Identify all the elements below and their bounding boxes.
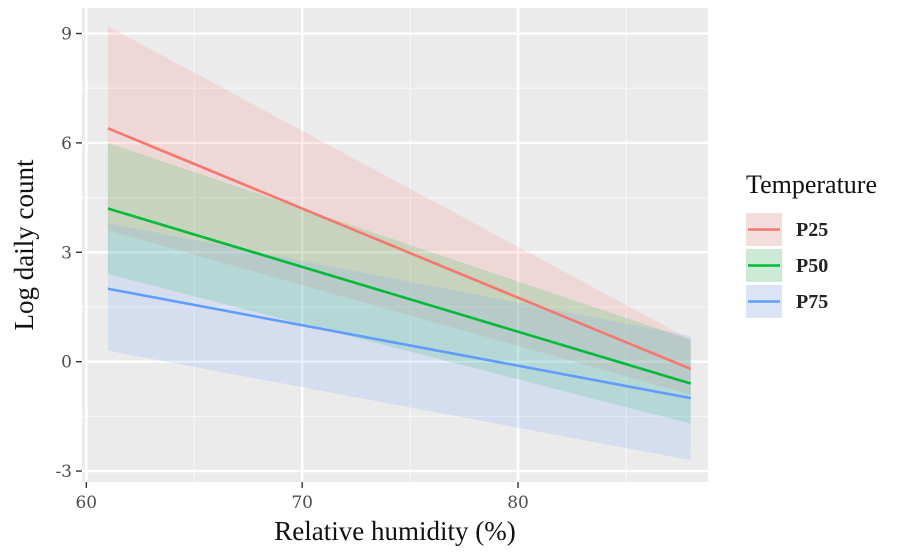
- x-axis-title: Relative humidity (%): [274, 516, 515, 546]
- line-p25: [107, 127, 692, 371]
- line-p50: [107, 207, 692, 385]
- legend-label-p25: P25: [796, 219, 828, 241]
- y-axis-title: Log daily count: [9, 159, 39, 330]
- grid-minor: [82, 8, 708, 482]
- band-p75: [107, 223, 691, 461]
- y-tick-label: 9: [61, 25, 72, 45]
- band-p25: [107, 26, 691, 395]
- x-tick-label: 70: [291, 493, 313, 513]
- y-tick-label: 0: [61, 353, 72, 373]
- y-tick-label: 6: [61, 134, 72, 154]
- legend-label-p75: P75: [796, 291, 828, 313]
- y-tick-label: 3: [61, 243, 72, 263]
- band-p50: [107, 142, 691, 424]
- legend-label-p50: P50: [796, 255, 828, 277]
- series-lines: [107, 127, 692, 400]
- y-axis: -3 0 3 6 9: [55, 25, 82, 482]
- confidence-bands: [107, 26, 691, 461]
- line-p75: [107, 287, 691, 400]
- x-tick-label: 60: [75, 493, 97, 513]
- legend: Temperature P25 P50 P75: [746, 170, 877, 318]
- plot-panel: [82, 8, 708, 482]
- legend-title: Temperature: [746, 170, 877, 199]
- grid-major: [82, 8, 708, 482]
- y-tick-label: -3: [55, 462, 72, 482]
- x-tick-label: 80: [507, 493, 529, 513]
- x-axis: 60 70 80: [75, 482, 529, 513]
